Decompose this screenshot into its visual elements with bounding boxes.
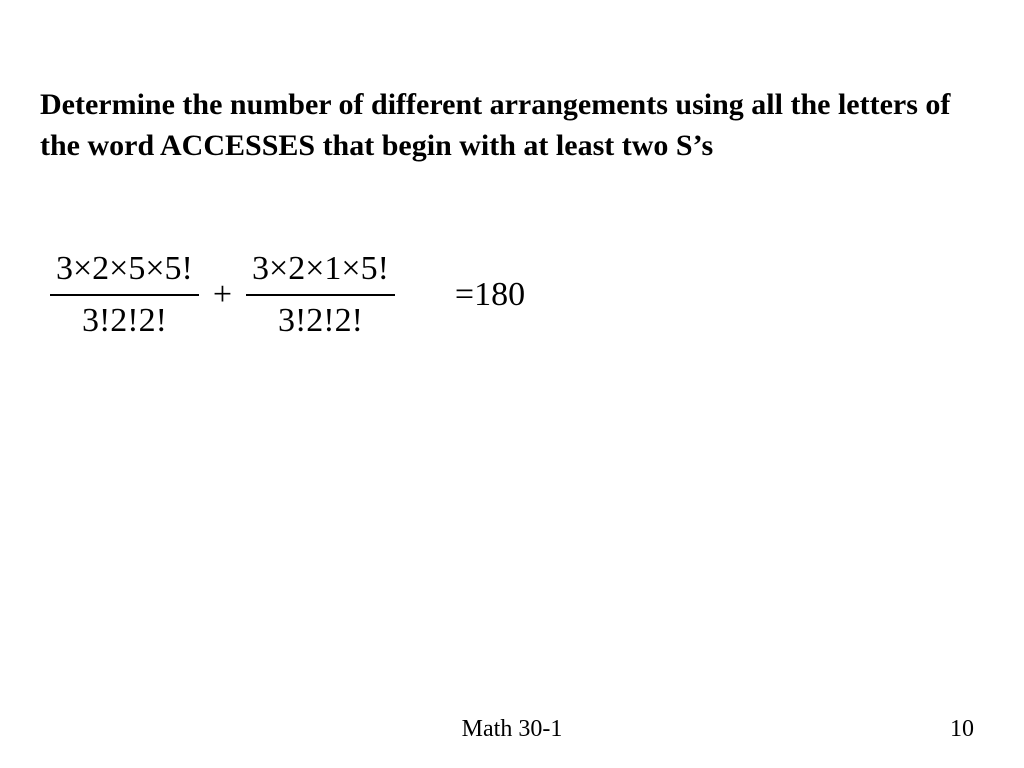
denominator-2: 3!2!2! bbox=[272, 296, 369, 340]
result-value: 180 bbox=[474, 276, 525, 313]
numerator-2: 3×2×1×5! bbox=[246, 250, 395, 294]
equals-sign: = bbox=[455, 276, 474, 313]
plus-operator: + bbox=[213, 276, 232, 314]
numerator-1: 3×2×5×5! bbox=[50, 250, 199, 294]
footer-course: Math 30-1 bbox=[0, 716, 1024, 743]
footer-page-number: 10 bbox=[950, 716, 974, 743]
equation: 3×2×5×5! 3!2!2! + 3×2×1×5! 3!2!2! =180 bbox=[50, 250, 525, 340]
fraction-term-1: 3×2×5×5! 3!2!2! bbox=[50, 250, 199, 340]
question-text: Determine the number of different arrang… bbox=[40, 85, 984, 166]
denominator-1: 3!2!2! bbox=[76, 296, 173, 340]
equation-result: =180 bbox=[455, 276, 525, 314]
fraction-term-2: 3×2×1×5! 3!2!2! bbox=[246, 250, 395, 340]
slide: Determine the number of different arrang… bbox=[0, 0, 1024, 768]
